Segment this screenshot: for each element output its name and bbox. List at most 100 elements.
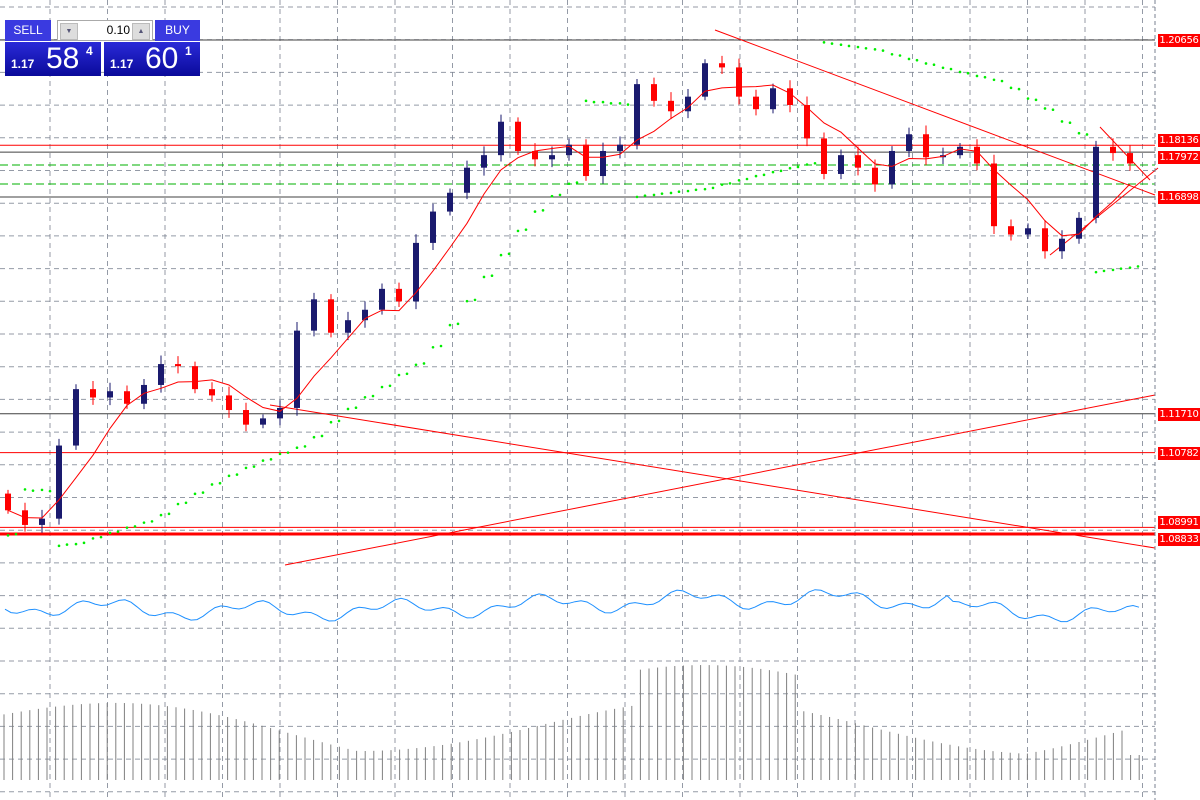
candle-body — [464, 167, 470, 193]
sar-dot — [728, 182, 732, 185]
sar-dot — [388, 384, 392, 388]
candle-body — [175, 364, 181, 367]
candle-body — [770, 88, 776, 110]
sar-dot — [915, 58, 919, 62]
sar-dot — [116, 530, 120, 533]
buy-price-prefix: 1.17 — [110, 57, 134, 71]
lot-size-input[interactable]: ▼ 0.10 ▲ — [57, 20, 153, 41]
sar-dot — [1060, 120, 1064, 123]
sar-dot — [269, 458, 273, 461]
one-click-trading-panel: SELL ▼ 0.10 ▲ BUY 1.17 58 4 1.17 60 1 — [5, 20, 200, 76]
sar-dot — [142, 521, 146, 524]
increase-lot-icon[interactable]: ▲ — [132, 23, 150, 40]
sar-dot — [779, 169, 783, 173]
trendline-falling[interactable] — [269, 404, 1156, 549]
candle-body — [923, 134, 929, 158]
sar-dot — [754, 174, 758, 178]
sar-dot — [312, 435, 316, 439]
candle-body — [294, 330, 300, 408]
sar-dot — [677, 190, 681, 194]
decrease-lot-icon[interactable]: ▼ — [60, 23, 78, 40]
sar-dot — [482, 275, 486, 279]
candles — [5, 55, 1133, 533]
sar-dot — [1136, 265, 1140, 268]
sar-dot — [592, 100, 596, 104]
candle-body — [226, 395, 232, 411]
sar-dot — [847, 44, 851, 48]
sar-dot — [167, 512, 171, 516]
sar-dot — [31, 489, 35, 492]
candle-body — [634, 84, 640, 145]
sar-dot — [125, 526, 129, 529]
sar-dot — [414, 363, 418, 367]
sar-dot — [703, 187, 707, 191]
sar-dot — [48, 489, 52, 493]
sar-dot — [788, 166, 792, 170]
sar-dot — [932, 63, 936, 67]
sar-dot — [1017, 87, 1021, 91]
sar-dot — [550, 194, 554, 198]
sar-dot — [201, 491, 205, 494]
sar-dot — [91, 537, 95, 540]
sar-dot — [380, 385, 384, 389]
sell-price-button[interactable]: 1.17 58 4 — [5, 42, 101, 76]
buy-price-button[interactable]: 1.17 60 1 — [104, 42, 200, 76]
candle-body — [379, 288, 385, 310]
candle-body — [855, 155, 861, 168]
candle-body — [260, 418, 266, 425]
sar-dot — [422, 362, 426, 365]
sar-dot — [1111, 268, 1115, 272]
sar-dot — [210, 483, 214, 486]
candle-body — [243, 410, 249, 425]
candle-body — [821, 138, 827, 174]
buy-button[interactable]: BUY — [155, 20, 200, 41]
candle-body — [481, 155, 487, 168]
sell-button[interactable]: SELL — [5, 20, 51, 41]
sar-dot — [261, 459, 265, 462]
sar-dot — [966, 71, 970, 75]
sar-dot — [448, 323, 452, 327]
trendline-top[interactable] — [714, 29, 1156, 196]
sar-dot — [924, 62, 928, 65]
trendline-rising[interactable] — [284, 394, 1156, 566]
candle-body — [991, 163, 997, 227]
lot-size-value[interactable]: 0.10 — [106, 23, 130, 37]
buy-price-pips: 60 — [145, 42, 179, 75]
candle-body — [889, 150, 895, 185]
buy-price-fraction: 1 — [185, 44, 192, 58]
sar-dot — [516, 229, 520, 233]
sar-dot — [1085, 133, 1089, 136]
candle-body — [1059, 238, 1065, 252]
sar-dot — [584, 99, 588, 103]
sar-dot — [898, 54, 902, 57]
sar-dot — [1102, 269, 1106, 273]
sar-dot — [295, 446, 299, 449]
sar-dot — [244, 466, 248, 470]
candle-body — [90, 389, 96, 398]
sar-dot — [235, 473, 239, 476]
sar-dot — [796, 165, 800, 169]
candle-body — [1042, 228, 1048, 252]
sar-dot — [14, 532, 18, 536]
sar-dot — [507, 252, 511, 256]
trendline-channel-low[interactable] — [1049, 167, 1159, 256]
sar-dot — [762, 173, 766, 177]
candle-body — [362, 309, 368, 321]
sar-dot — [822, 41, 826, 44]
sar-dot — [278, 452, 282, 456]
sar-dot — [1128, 266, 1132, 269]
oscillator-line — [4, 589, 1140, 623]
sar-dot — [771, 170, 775, 174]
candle-body — [1127, 153, 1133, 164]
volume-bars — [3, 665, 1140, 780]
sar-dot — [864, 47, 868, 50]
price-level-label: 1.10782 — [1158, 446, 1200, 460]
candle-body — [498, 121, 504, 156]
trendline-channel-high[interactable] — [1099, 126, 1151, 181]
sar-dot — [23, 488, 27, 491]
candle-body — [1008, 226, 1014, 235]
sar-dot — [609, 102, 613, 105]
sell-price-fraction: 4 — [86, 44, 93, 58]
sar-dot — [159, 513, 163, 517]
